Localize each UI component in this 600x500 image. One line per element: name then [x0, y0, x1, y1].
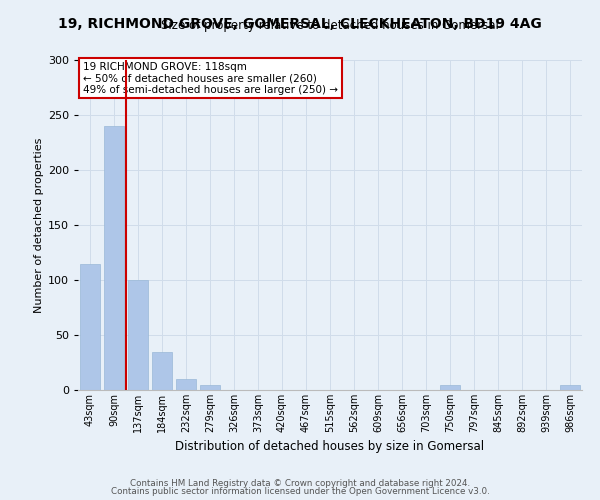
- Text: 19, RICHMOND GROVE, GOMERSAL, CLECKHEATON, BD19 4AG: 19, RICHMOND GROVE, GOMERSAL, CLECKHEATO…: [58, 18, 542, 32]
- Bar: [176, 379, 196, 390]
- Y-axis label: Number of detached properties: Number of detached properties: [34, 138, 44, 312]
- Text: 19 RICHMOND GROVE: 118sqm
← 50% of detached houses are smaller (260)
49% of semi: 19 RICHMOND GROVE: 118sqm ← 50% of detac…: [83, 62, 338, 95]
- Text: Contains HM Land Registry data © Crown copyright and database right 2024.: Contains HM Land Registry data © Crown c…: [130, 478, 470, 488]
- Text: Contains public sector information licensed under the Open Government Licence v3: Contains public sector information licen…: [110, 487, 490, 496]
- Bar: [152, 352, 172, 390]
- Title: Size of property relative to detached houses in Gomersal: Size of property relative to detached ho…: [161, 20, 499, 32]
- Bar: [80, 264, 100, 390]
- Bar: [128, 280, 148, 390]
- X-axis label: Distribution of detached houses by size in Gomersal: Distribution of detached houses by size …: [175, 440, 485, 454]
- Bar: [104, 126, 124, 390]
- Bar: [560, 384, 580, 390]
- Bar: [440, 384, 460, 390]
- Bar: [200, 384, 220, 390]
